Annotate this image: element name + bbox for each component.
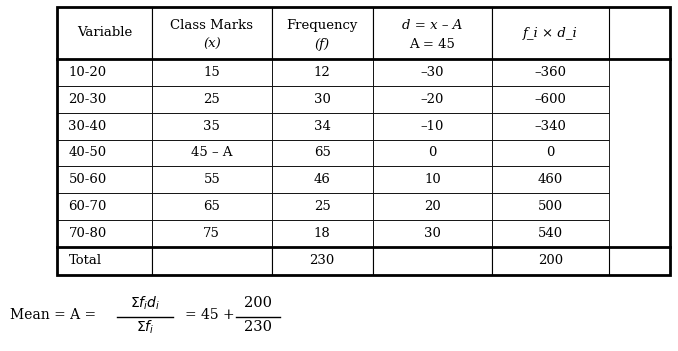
Bar xyxy=(492,166,609,193)
Text: $\Sigma f_i$: $\Sigma f_i$ xyxy=(136,318,154,336)
Bar xyxy=(272,166,373,193)
Text: 500: 500 xyxy=(538,200,563,213)
Bar xyxy=(152,113,272,140)
Bar xyxy=(272,86,373,113)
Text: 460: 460 xyxy=(538,173,563,186)
Bar xyxy=(492,7,609,59)
Bar xyxy=(373,220,492,247)
Text: 60-70: 60-70 xyxy=(68,200,106,213)
Text: –30: –30 xyxy=(421,66,444,79)
Bar xyxy=(57,193,152,220)
Bar xyxy=(373,166,492,193)
Bar xyxy=(492,140,609,166)
Bar xyxy=(373,59,492,86)
Text: 45 – A: 45 – A xyxy=(191,146,233,159)
Text: –10: –10 xyxy=(421,120,444,133)
Bar xyxy=(373,86,492,113)
Text: 40-50: 40-50 xyxy=(68,146,106,159)
Bar xyxy=(272,59,373,86)
Text: 15: 15 xyxy=(203,66,220,79)
Text: 0: 0 xyxy=(546,146,555,159)
Text: (x): (x) xyxy=(203,38,220,51)
Text: 18: 18 xyxy=(314,227,330,240)
Bar xyxy=(57,7,152,59)
Text: = 45 +: = 45 + xyxy=(185,308,235,322)
Bar xyxy=(57,59,152,86)
Bar xyxy=(272,193,373,220)
Bar xyxy=(152,140,272,166)
Bar xyxy=(373,247,492,275)
Bar xyxy=(272,113,373,140)
Bar xyxy=(152,59,272,86)
Text: –340: –340 xyxy=(534,120,566,133)
Bar xyxy=(152,86,272,113)
Text: Class Marks: Class Marks xyxy=(170,19,254,32)
Bar xyxy=(57,7,670,275)
Text: 30-40: 30-40 xyxy=(68,120,106,133)
Text: $\Sigma f_i d_i$: $\Sigma f_i d_i$ xyxy=(130,294,160,312)
Bar xyxy=(57,113,152,140)
Bar xyxy=(272,247,373,275)
Text: 30: 30 xyxy=(314,93,331,106)
Text: Total: Total xyxy=(68,254,102,267)
Text: 35: 35 xyxy=(203,120,220,133)
Bar xyxy=(152,7,272,59)
Bar xyxy=(57,247,152,275)
Text: d = x – A: d = x – A xyxy=(402,19,462,32)
Text: 10: 10 xyxy=(424,173,441,186)
Bar xyxy=(57,220,152,247)
Text: 230: 230 xyxy=(309,254,335,267)
Text: Frequency: Frequency xyxy=(286,19,358,32)
Text: –600: –600 xyxy=(534,93,566,106)
Text: 540: 540 xyxy=(538,227,563,240)
Text: 65: 65 xyxy=(314,146,331,159)
Text: 75: 75 xyxy=(203,227,220,240)
Bar xyxy=(492,247,609,275)
Text: 200: 200 xyxy=(244,296,272,310)
Bar xyxy=(492,113,609,140)
Text: Variable: Variable xyxy=(77,26,132,40)
Text: A = 45: A = 45 xyxy=(410,38,456,51)
Text: Mean = A =: Mean = A = xyxy=(10,308,96,322)
Bar xyxy=(492,86,609,113)
Text: –360: –360 xyxy=(534,66,566,79)
Bar xyxy=(272,140,373,166)
Text: 25: 25 xyxy=(314,200,330,213)
Bar xyxy=(492,220,609,247)
Bar xyxy=(373,140,492,166)
Text: 30: 30 xyxy=(424,227,441,240)
Text: 50-60: 50-60 xyxy=(68,173,106,186)
Text: 10-20: 10-20 xyxy=(68,66,106,79)
Bar xyxy=(152,247,272,275)
Text: 25: 25 xyxy=(203,93,220,106)
Text: 230: 230 xyxy=(244,320,272,334)
Bar xyxy=(373,113,492,140)
Text: (f): (f) xyxy=(315,38,330,51)
Bar xyxy=(152,220,272,247)
Bar xyxy=(57,86,152,113)
Text: 0: 0 xyxy=(428,146,437,159)
Bar xyxy=(373,7,492,59)
Bar xyxy=(272,7,373,59)
Bar xyxy=(57,140,152,166)
Text: 20-30: 20-30 xyxy=(68,93,106,106)
Text: 70-80: 70-80 xyxy=(68,227,106,240)
Bar xyxy=(152,193,272,220)
Text: 20: 20 xyxy=(424,200,441,213)
Bar xyxy=(492,59,609,86)
Text: –20: –20 xyxy=(421,93,444,106)
Text: 200: 200 xyxy=(538,254,563,267)
Bar xyxy=(57,166,152,193)
Text: f_i × d_i: f_i × d_i xyxy=(523,26,578,40)
Text: 46: 46 xyxy=(314,173,331,186)
Text: 34: 34 xyxy=(314,120,331,133)
Text: 12: 12 xyxy=(314,66,330,79)
Text: 55: 55 xyxy=(203,173,220,186)
Bar xyxy=(492,193,609,220)
Bar xyxy=(272,220,373,247)
Text: 65: 65 xyxy=(203,200,220,213)
Bar xyxy=(152,166,272,193)
Bar xyxy=(373,193,492,220)
